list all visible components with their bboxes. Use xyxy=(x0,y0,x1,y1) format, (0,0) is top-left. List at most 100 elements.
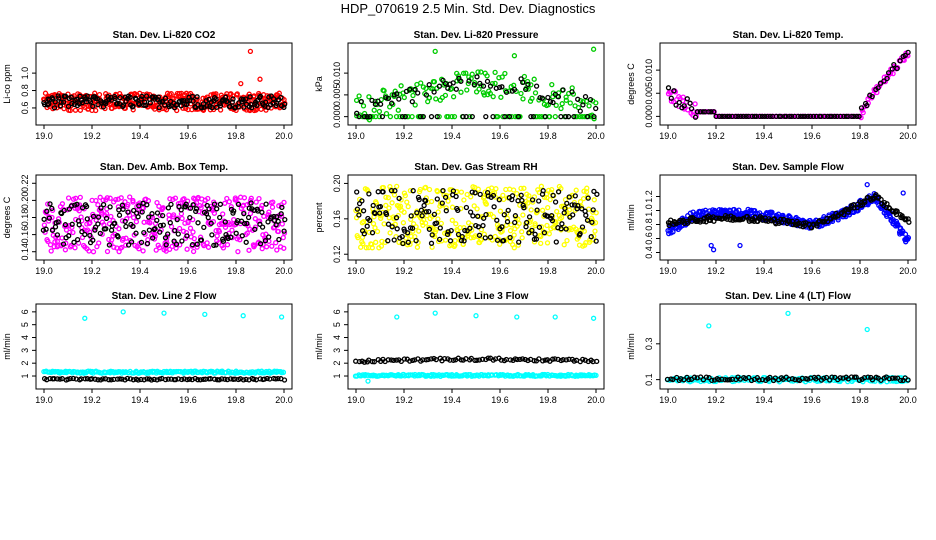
series-reference xyxy=(41,375,288,383)
data-point xyxy=(130,223,136,230)
data-point xyxy=(854,113,860,120)
page-title: HDP_070619 2.5 Min. Std. Dev. Diagnostic… xyxy=(340,1,596,16)
data-point xyxy=(410,92,416,99)
data-point xyxy=(276,90,282,96)
data-point xyxy=(666,222,672,229)
data-point xyxy=(783,113,789,120)
data-point xyxy=(856,113,862,120)
data-point xyxy=(377,203,384,210)
data-point xyxy=(232,104,239,110)
data-point xyxy=(474,74,480,80)
data-point xyxy=(792,376,798,383)
data-point xyxy=(706,323,712,329)
data-point xyxy=(281,377,288,383)
data-point xyxy=(709,377,715,384)
x-tick-label: 20.0 xyxy=(275,131,293,141)
data-point xyxy=(108,377,114,383)
x-tick-label: 19.8 xyxy=(227,131,245,141)
data-point xyxy=(449,204,456,210)
data-point xyxy=(385,221,392,227)
data-point xyxy=(240,96,246,103)
data-point xyxy=(185,369,191,375)
data-point xyxy=(519,229,525,235)
data-point xyxy=(665,85,672,91)
data-point xyxy=(445,198,451,204)
data-point xyxy=(122,199,128,205)
data-point xyxy=(100,376,106,382)
data-point xyxy=(366,191,372,197)
data-point xyxy=(90,103,96,109)
data-point xyxy=(111,244,117,250)
data-point xyxy=(590,207,596,213)
data-point xyxy=(873,191,879,198)
data-point xyxy=(62,222,69,228)
data-point xyxy=(376,108,383,115)
data-point xyxy=(483,113,489,120)
data-point xyxy=(140,248,146,254)
data-point xyxy=(778,216,784,222)
data-point xyxy=(122,218,128,225)
data-point xyxy=(512,219,518,226)
data-point xyxy=(449,217,455,223)
data-point xyxy=(228,204,234,210)
y-tick-label: 0.005 xyxy=(332,84,342,107)
data-point xyxy=(246,91,252,97)
data-point xyxy=(62,93,69,99)
data-point xyxy=(496,197,502,203)
data-point xyxy=(71,239,77,245)
data-point xyxy=(572,193,578,199)
series-sample xyxy=(41,194,288,255)
data-point xyxy=(522,356,528,363)
data-point xyxy=(524,219,530,226)
x-tick-label: 19.4 xyxy=(131,266,149,276)
data-point xyxy=(389,200,395,206)
data-point xyxy=(244,220,250,227)
data-point xyxy=(211,242,217,249)
data-point xyxy=(385,357,391,363)
y-tick-label: 3 xyxy=(20,348,30,353)
data-point xyxy=(67,107,73,114)
data-point xyxy=(108,227,115,233)
data-point xyxy=(463,204,470,211)
x-tick-label: 19.2 xyxy=(395,131,413,141)
data-point xyxy=(708,109,714,115)
data-point xyxy=(49,214,55,221)
data-point xyxy=(69,100,75,107)
data-point xyxy=(263,244,270,250)
data-point xyxy=(205,244,212,250)
data-point xyxy=(257,76,263,82)
data-point xyxy=(56,95,62,101)
data-point xyxy=(42,90,49,96)
data-point xyxy=(473,313,479,319)
data-point xyxy=(369,245,375,251)
y-tick-label: 0.005 xyxy=(644,82,654,105)
data-point xyxy=(428,240,435,246)
data-point xyxy=(889,375,896,381)
data-point xyxy=(40,227,47,233)
data-point xyxy=(470,213,476,219)
data-point xyxy=(214,206,220,212)
data-point xyxy=(591,188,597,195)
data-point xyxy=(222,376,228,382)
data-point xyxy=(529,227,535,234)
data-point xyxy=(501,212,507,218)
data-point xyxy=(128,239,135,245)
panel-title: Stan. Dev. Li-820 Temp. xyxy=(733,30,844,41)
data-point xyxy=(550,99,556,106)
x-tick-label: 19.0 xyxy=(347,395,365,405)
data-point xyxy=(182,204,189,210)
panel-3: Stan. Dev. Li-820 Temp. degrees C 19.0 19.2… xyxy=(626,30,917,141)
data-point xyxy=(538,233,544,240)
data-point xyxy=(686,376,692,383)
data-point xyxy=(383,110,390,117)
data-point xyxy=(684,96,690,102)
data-point xyxy=(87,229,93,235)
data-point xyxy=(97,194,103,200)
data-point xyxy=(381,221,387,227)
data-point xyxy=(247,226,253,232)
data-point xyxy=(163,242,169,248)
data-point xyxy=(278,314,285,320)
data-point xyxy=(429,232,435,238)
data-point xyxy=(438,220,444,227)
data-point xyxy=(247,48,254,55)
